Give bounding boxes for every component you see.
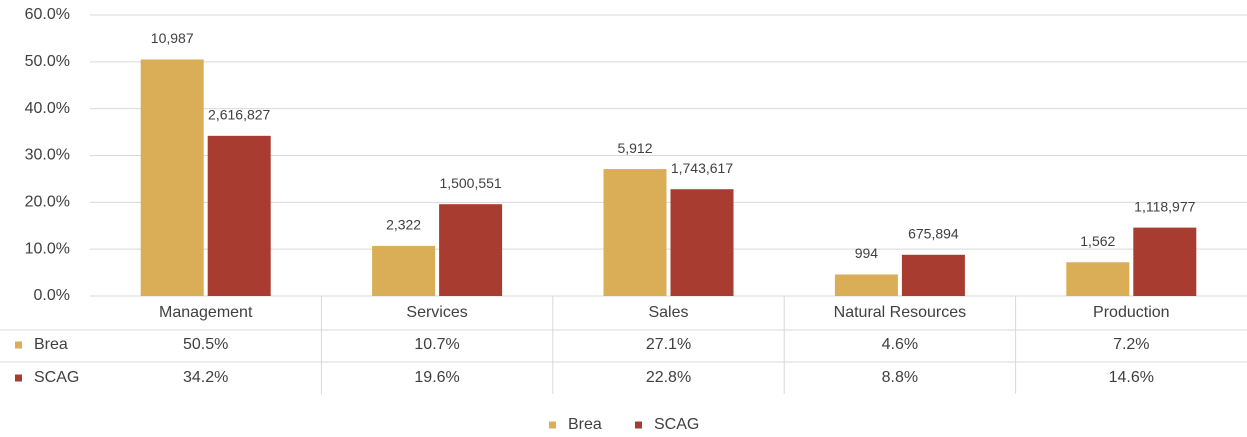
- data-label: 994: [855, 245, 879, 261]
- bar: [1133, 227, 1197, 296]
- table-cell: 50.5%: [183, 336, 228, 353]
- bar: [1066, 262, 1130, 296]
- table-row-label: SCAG: [34, 369, 79, 386]
- y-tick-label: 40.0%: [25, 100, 70, 117]
- bar: [140, 59, 204, 296]
- bar: [207, 135, 271, 296]
- legend-key: [549, 421, 556, 429]
- y-tick-label: 10.0%: [25, 240, 70, 257]
- table-cell: 27.1%: [646, 336, 691, 353]
- table-cell: 8.8%: [882, 369, 918, 386]
- x-tick-label: Production: [1093, 304, 1170, 321]
- y-tick-label: 60.0%: [25, 6, 70, 23]
- x-tick-label: Services: [406, 304, 467, 321]
- x-tick-label: Sales: [648, 304, 688, 321]
- y-tick-label: 0.0%: [34, 287, 70, 304]
- table-row-label: Brea: [34, 336, 68, 353]
- data-label: 675,894: [908, 225, 959, 241]
- data-label: 2,322: [386, 217, 421, 233]
- table-cell: 4.6%: [882, 336, 918, 353]
- table-cell: 7.2%: [1113, 336, 1149, 353]
- data-label: 1,743,617: [671, 160, 733, 176]
- data-label: 1,562: [1080, 233, 1115, 249]
- legend-label: SCAG: [654, 416, 699, 433]
- bar: [603, 169, 667, 296]
- table-cell: 14.6%: [1109, 369, 1154, 386]
- bar: [834, 274, 898, 296]
- bar: [670, 189, 734, 296]
- data-label: 1,118,977: [1134, 198, 1195, 214]
- data-label: 10,987: [151, 30, 194, 46]
- y-tick-label: 50.0%: [25, 53, 70, 70]
- table-cell: 34.2%: [183, 369, 228, 386]
- data-label: 1,500,551: [439, 175, 501, 191]
- table-legend-key: [15, 341, 22, 349]
- table-cell: 10.7%: [414, 336, 459, 353]
- data-label: 5,912: [617, 140, 652, 156]
- data-label: 2,616,827: [208, 107, 270, 123]
- x-tick-label: Natural Resources: [834, 304, 967, 321]
- y-tick-label: 20.0%: [25, 194, 70, 211]
- bar: [901, 254, 965, 296]
- table-cell: 22.8%: [646, 369, 691, 386]
- legend-key: [635, 421, 642, 429]
- bar: [439, 204, 503, 296]
- table-legend-key: [15, 374, 22, 382]
- x-tick-label: Management: [159, 304, 253, 321]
- legend-label: Brea: [568, 416, 602, 433]
- table-cell: 19.6%: [414, 369, 459, 386]
- y-tick-label: 30.0%: [25, 147, 70, 164]
- bar: [372, 245, 436, 296]
